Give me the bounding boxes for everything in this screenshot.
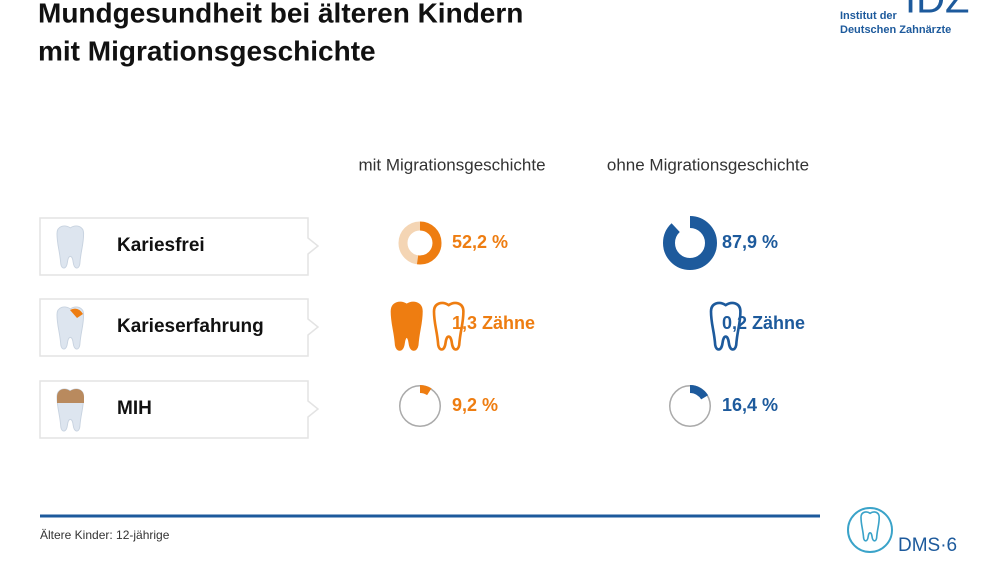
logo-mark: IDZ (905, 0, 969, 22)
row-box (39, 380, 320, 439)
row-card (39, 380, 320, 439)
value-label: 1,3 Zähne (452, 313, 535, 333)
column-header: mit Migrationsgeschichte (358, 155, 545, 174)
logo-text: Institut der (840, 10, 898, 22)
footnote: Ältere Kinder: 12-jährige (40, 528, 170, 542)
value-label: 16,4 % (722, 395, 778, 415)
column-header: ohne Migrationsgeschichte (607, 155, 809, 174)
value-label: 87,9 % (722, 232, 778, 252)
title-line: Mundgesundheit bei älteren Kindern (38, 0, 523, 28)
row-label: Kariesfrei (117, 235, 205, 256)
row-box (39, 217, 320, 276)
value-label: 9,2 % (452, 395, 498, 415)
title-line: mit Migrationsgeschichte (38, 35, 376, 66)
row-card (39, 298, 320, 357)
value-label: 52,2 % (452, 232, 508, 252)
row-box (39, 298, 320, 357)
value-label: 0,2 Zähne (722, 313, 805, 333)
donut-arc (398, 221, 442, 265)
badge-circle (847, 507, 893, 553)
badge-text: DMS·6 (898, 535, 957, 556)
donut-arc (399, 385, 441, 427)
logo-text: Deutschen Zahnärzte (840, 24, 951, 36)
donut-arc (663, 216, 717, 270)
tooth (390, 301, 423, 351)
row-icon-stain (70, 308, 83, 318)
row-label: Karieserfahrung (117, 316, 264, 337)
row-label: MIH (117, 398, 152, 419)
donut-arc (669, 385, 711, 427)
row-icon-stain (57, 389, 84, 403)
badge-tooth (860, 511, 881, 542)
row-card (39, 217, 320, 276)
